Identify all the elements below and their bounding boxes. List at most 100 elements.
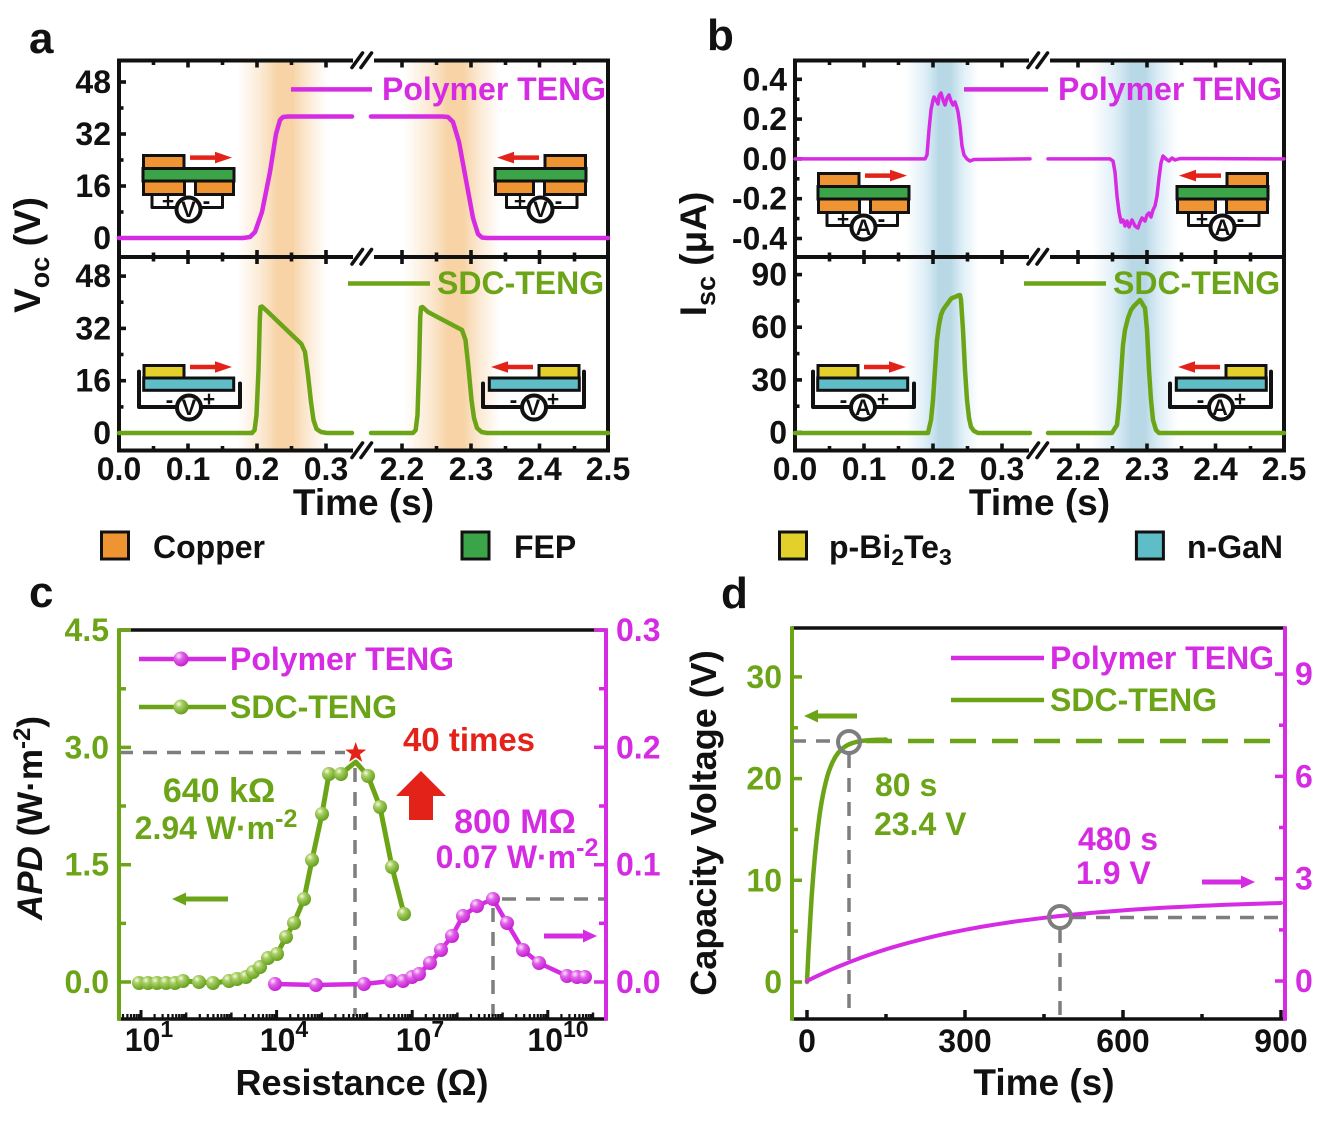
svg-text:0: 0 <box>798 1023 816 1059</box>
svg-text:+: + <box>547 388 559 411</box>
svg-text:+: + <box>514 190 526 213</box>
svg-text:A: A <box>855 395 871 420</box>
svg-text:0.3: 0.3 <box>980 451 1024 487</box>
svg-text:800 MΩ: 800 MΩ <box>454 803 576 841</box>
svg-text:0.0: 0.0 <box>65 964 109 1000</box>
svg-text:V: V <box>533 197 548 222</box>
svg-text:V: V <box>182 395 197 420</box>
svg-text:32: 32 <box>75 116 111 152</box>
svg-text:Copper: Copper <box>153 529 265 565</box>
svg-text:0.0: 0.0 <box>743 141 787 177</box>
svg-text:0.1: 0.1 <box>166 451 210 487</box>
svg-text:0.2: 0.2 <box>235 451 279 487</box>
svg-text:0.07 W·m-2: 0.07 W·m-2 <box>436 834 599 875</box>
svg-text:23.4 V: 23.4 V <box>874 806 967 842</box>
svg-text:SDC-TENG: SDC-TENG <box>230 689 397 725</box>
svg-text:80 s: 80 s <box>875 767 937 803</box>
svg-text:-: - <box>878 206 886 232</box>
svg-text:SDC-TENG: SDC-TENG <box>1050 682 1217 718</box>
svg-text:-: - <box>1197 387 1205 413</box>
svg-text:+: + <box>162 190 174 213</box>
svg-text:V: V <box>181 197 196 222</box>
svg-text:48: 48 <box>75 64 111 100</box>
svg-text:n-GaN: n-GaN <box>1187 529 1283 565</box>
svg-text:Polymer TENG: Polymer TENG <box>1058 71 1282 107</box>
svg-text:-: - <box>203 188 211 214</box>
svg-text:0.1: 0.1 <box>842 451 886 487</box>
svg-text:0: 0 <box>1295 963 1313 999</box>
svg-text:+: + <box>1234 388 1246 411</box>
svg-text:1.5: 1.5 <box>65 847 109 883</box>
svg-text:p-Bi2Te3: p-Bi2Te3 <box>829 529 952 570</box>
svg-text:2.4: 2.4 <box>517 451 562 487</box>
svg-text:-: - <box>555 188 563 214</box>
svg-text:0.4: 0.4 <box>743 61 788 97</box>
svg-text:A: A <box>856 215 872 240</box>
svg-text:Polymer TENG: Polymer TENG <box>1050 640 1274 676</box>
svg-text:16: 16 <box>75 168 111 204</box>
svg-text:Capacity Voltage (V): Capacity Voltage (V) <box>683 650 724 995</box>
svg-text:Isc (μA): Isc (μA) <box>673 192 721 317</box>
svg-text:Voc (V): Voc (V) <box>7 197 55 313</box>
svg-text:0.3: 0.3 <box>616 612 660 648</box>
svg-text:+: + <box>203 388 215 411</box>
svg-text:0: 0 <box>764 964 782 1000</box>
svg-text:0.0: 0.0 <box>616 964 660 1000</box>
svg-text:0.0: 0.0 <box>97 451 141 487</box>
svg-text:2.2: 2.2 <box>380 451 424 487</box>
svg-text:0.2: 0.2 <box>743 101 787 137</box>
svg-text:-0.4: -0.4 <box>732 221 787 257</box>
svg-text:0.1: 0.1 <box>616 847 660 883</box>
svg-text:0: 0 <box>93 415 111 451</box>
svg-text:SDC-TENG: SDC-TENG <box>1113 265 1280 301</box>
svg-text:Resistance (Ω): Resistance (Ω) <box>236 1062 489 1103</box>
svg-text:300: 300 <box>938 1023 991 1059</box>
svg-text:9: 9 <box>1295 656 1313 692</box>
svg-text:Polymer TENG: Polymer TENG <box>382 71 606 107</box>
svg-text:2.3: 2.3 <box>449 451 493 487</box>
svg-text:480 s: 480 s <box>1078 821 1158 857</box>
svg-text:Polymer TENG: Polymer TENG <box>230 641 454 677</box>
svg-text:3.0: 3.0 <box>65 729 109 765</box>
svg-text:2.5: 2.5 <box>586 451 630 487</box>
svg-text:2.5: 2.5 <box>1262 451 1306 487</box>
svg-text:0.2: 0.2 <box>616 729 660 765</box>
svg-text:2.4: 2.4 <box>1193 451 1238 487</box>
svg-text:30: 30 <box>751 362 787 398</box>
svg-text:900: 900 <box>1254 1023 1307 1059</box>
svg-text:4.5: 4.5 <box>65 612 109 648</box>
svg-text:-0.2: -0.2 <box>732 181 787 217</box>
svg-text:10: 10 <box>746 862 782 898</box>
svg-text:32: 32 <box>75 310 111 346</box>
svg-text:0.3: 0.3 <box>304 451 348 487</box>
svg-text:b: b <box>707 11 734 60</box>
svg-text:+: + <box>1196 208 1208 231</box>
svg-text:2.3: 2.3 <box>1125 451 1169 487</box>
svg-text:A: A <box>1215 215 1231 240</box>
svg-text:48: 48 <box>75 258 111 294</box>
svg-text:90: 90 <box>751 257 787 293</box>
svg-text:3: 3 <box>1295 861 1313 897</box>
svg-text:640 kΩ: 640 kΩ <box>163 772 275 810</box>
svg-text:Time (s): Time (s) <box>973 1062 1114 1103</box>
svg-text:0: 0 <box>769 415 787 451</box>
svg-text:2.94 W·m-2: 2.94 W·m-2 <box>135 805 298 846</box>
svg-text:0: 0 <box>93 220 111 256</box>
svg-text:APD (W·m-2): APD (W·m-2) <box>9 716 50 921</box>
svg-text:d: d <box>721 569 748 618</box>
svg-text:1.9 V: 1.9 V <box>1076 855 1151 891</box>
svg-text:6: 6 <box>1295 758 1313 794</box>
svg-text:16: 16 <box>75 363 111 399</box>
svg-text:-: - <box>840 387 848 413</box>
svg-text:c: c <box>29 568 53 617</box>
svg-text:40 times: 40 times <box>403 721 535 758</box>
svg-text:0.2: 0.2 <box>911 451 955 487</box>
svg-text:600: 600 <box>1096 1023 1149 1059</box>
svg-text:60: 60 <box>751 309 787 345</box>
svg-text:V: V <box>526 395 541 420</box>
svg-text:+: + <box>877 388 889 411</box>
svg-text:2.2: 2.2 <box>1056 451 1100 487</box>
svg-text:Time (s): Time (s) <box>969 482 1110 523</box>
svg-text:1010: 1010 <box>527 1016 588 1058</box>
svg-text:Time (s): Time (s) <box>293 482 434 523</box>
